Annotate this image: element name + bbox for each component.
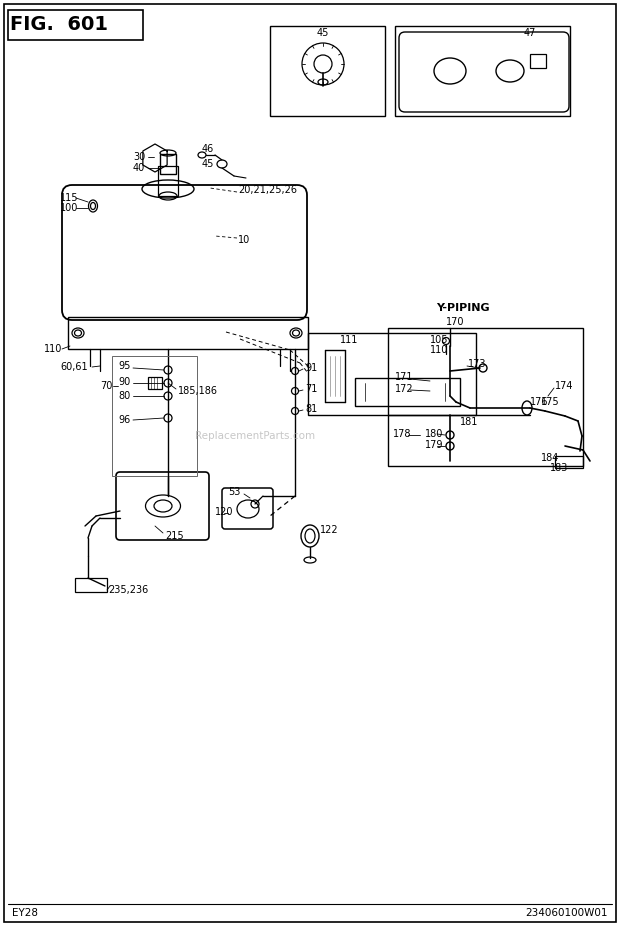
Bar xyxy=(75,578,107,592)
Text: 174: 174 xyxy=(555,381,574,391)
Text: 45: 45 xyxy=(317,28,329,38)
Bar xyxy=(308,333,476,415)
Text: 81: 81 xyxy=(305,404,317,414)
Text: 111: 111 xyxy=(340,335,358,345)
Text: 215: 215 xyxy=(165,531,184,541)
Text: 90: 90 xyxy=(118,377,130,387)
Bar xyxy=(270,26,385,116)
Bar xyxy=(355,378,460,406)
Text: 45: 45 xyxy=(202,159,215,169)
Text: 184: 184 xyxy=(541,453,559,463)
Text: 185,186: 185,186 xyxy=(178,386,218,396)
Text: 173: 173 xyxy=(468,359,487,369)
Bar xyxy=(160,154,176,174)
Bar xyxy=(530,54,546,68)
Text: 91: 91 xyxy=(305,363,317,373)
Text: EY28: EY28 xyxy=(12,908,38,918)
Text: 181: 181 xyxy=(460,417,479,427)
Text: 234060100W01: 234060100W01 xyxy=(526,908,608,918)
Text: 115: 115 xyxy=(60,193,79,203)
Text: 40: 40 xyxy=(133,163,145,173)
Text: 70: 70 xyxy=(100,381,112,391)
Text: 170: 170 xyxy=(446,317,464,327)
Text: 20,21,25,26: 20,21,25,26 xyxy=(238,185,297,195)
Text: ReplacementParts.com: ReplacementParts.com xyxy=(195,431,315,441)
Bar xyxy=(395,26,570,116)
Bar xyxy=(148,377,162,389)
Text: 95: 95 xyxy=(118,361,130,371)
Bar xyxy=(388,328,583,466)
Bar xyxy=(112,356,197,476)
Text: 183: 183 xyxy=(550,463,569,473)
Text: 100: 100 xyxy=(60,203,78,213)
Text: FIG.  601: FIG. 601 xyxy=(10,16,108,34)
Bar xyxy=(8,10,143,40)
Text: 120: 120 xyxy=(215,507,234,517)
Text: 80: 80 xyxy=(118,391,130,401)
Text: 105: 105 xyxy=(430,335,448,345)
Text: 46: 46 xyxy=(202,144,215,154)
Text: 122: 122 xyxy=(320,525,339,535)
Text: 172: 172 xyxy=(395,384,414,394)
Text: 235,236: 235,236 xyxy=(108,585,148,595)
Bar xyxy=(158,166,178,196)
Text: 96: 96 xyxy=(118,415,130,425)
Text: 175: 175 xyxy=(541,397,560,407)
Text: 53: 53 xyxy=(228,487,241,497)
Text: 60,61: 60,61 xyxy=(60,362,87,372)
Text: 47: 47 xyxy=(524,28,536,38)
Text: 178: 178 xyxy=(393,429,412,439)
Text: 30: 30 xyxy=(133,152,145,162)
Text: 171: 171 xyxy=(395,372,414,382)
Text: 179: 179 xyxy=(425,440,443,450)
Bar xyxy=(68,317,308,349)
Bar xyxy=(555,456,583,468)
Text: 180: 180 xyxy=(425,429,443,439)
Text: 10: 10 xyxy=(238,235,250,245)
Text: 110: 110 xyxy=(430,345,448,355)
Text: 71: 71 xyxy=(305,384,317,394)
Text: 176: 176 xyxy=(530,397,549,407)
Text: 110: 110 xyxy=(44,344,63,354)
Text: Y-PIPING: Y-PIPING xyxy=(436,303,490,313)
